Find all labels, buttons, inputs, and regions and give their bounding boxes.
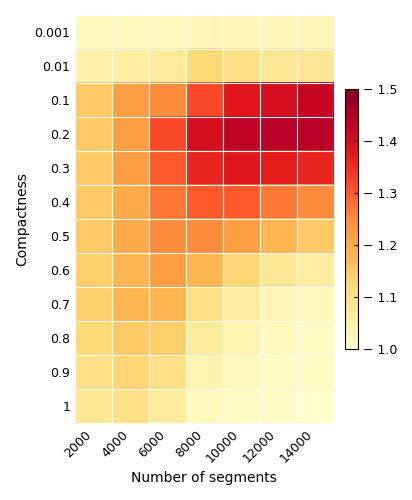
- Y-axis label: Compactness: Compactness: [15, 172, 29, 266]
- X-axis label: Number of segments: Number of segments: [131, 471, 277, 485]
